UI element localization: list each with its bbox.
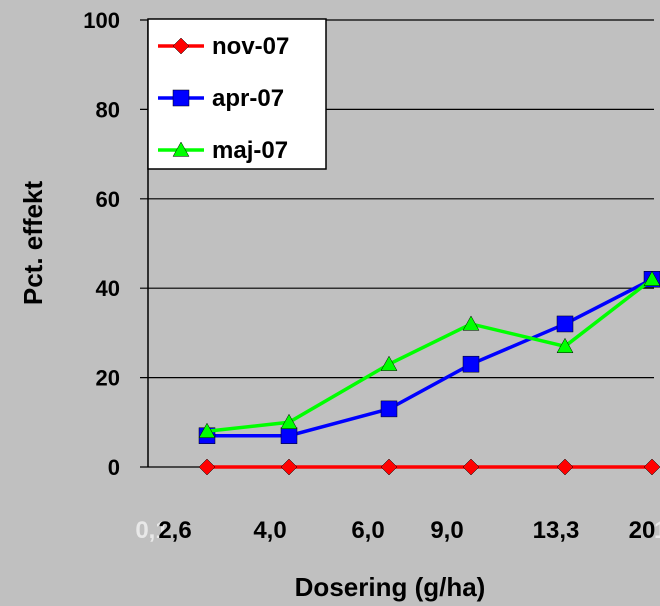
- data-point: [556, 458, 574, 476]
- y-tick-label: 100: [83, 8, 120, 33]
- data-point: [172, 141, 190, 157]
- y-tick-label: 80: [96, 97, 120, 122]
- legend-item: maj-07: [158, 137, 288, 164]
- series-line: [206, 277, 654, 433]
- data-point: [643, 270, 660, 286]
- series-nov-07: [198, 458, 660, 476]
- x-tick-labels: 0,1 1 2,6 4,0 6,0 9,0 13,3 20: [135, 517, 660, 544]
- data-point: [380, 355, 398, 371]
- x-ghost-label: 0,1: [135, 517, 168, 544]
- x-tick-label: 20: [629, 517, 656, 544]
- data-point: [280, 427, 298, 444]
- data-point: [462, 458, 480, 476]
- legend-item: nov-07: [158, 33, 289, 60]
- data-point: [172, 89, 190, 107]
- y-tick-labels: 0 20 40 60 80 100: [83, 8, 120, 480]
- x-tick-label: 2,6: [158, 517, 191, 544]
- data-point: [198, 458, 216, 476]
- legend-item: apr-07: [158, 85, 284, 112]
- y-tick-label: 0: [108, 455, 120, 480]
- series-line: [207, 277, 653, 438]
- series-apr-07: [198, 271, 660, 444]
- x-tick-label: 6,0: [351, 517, 384, 544]
- y-tick-label: 20: [96, 366, 120, 391]
- series-maj-07: [198, 270, 660, 438]
- data-point: [380, 458, 398, 476]
- legend-label: nov-07: [212, 33, 289, 60]
- x-axis-title: Dosering (g/ha): [295, 572, 486, 602]
- x-tick-label: 9,0: [430, 517, 463, 544]
- data-point: [280, 413, 298, 429]
- y-tick-label: 60: [96, 187, 120, 212]
- data-point: [380, 400, 398, 418]
- data-point: [556, 337, 574, 353]
- data-point: [172, 37, 190, 55]
- data-point: [556, 315, 574, 333]
- data-point: [643, 458, 660, 476]
- x-tick-label: 13,3: [533, 517, 580, 544]
- data-point: [280, 458, 298, 476]
- x-ghost-label: 1: [654, 517, 660, 544]
- y-axis-title: Pct. effekt: [18, 181, 48, 306]
- data-point: [462, 355, 480, 373]
- legend-label: apr-07: [212, 85, 284, 112]
- legend-label: maj-07: [212, 137, 288, 164]
- data-point: [198, 422, 216, 438]
- data-point: [462, 315, 480, 331]
- y-tick-label: 40: [96, 276, 120, 301]
- legend: nov-07 apr-07 maj-07: [147, 18, 327, 170]
- series-layer: [198, 270, 660, 476]
- x-tick-label: 4,0: [253, 517, 286, 544]
